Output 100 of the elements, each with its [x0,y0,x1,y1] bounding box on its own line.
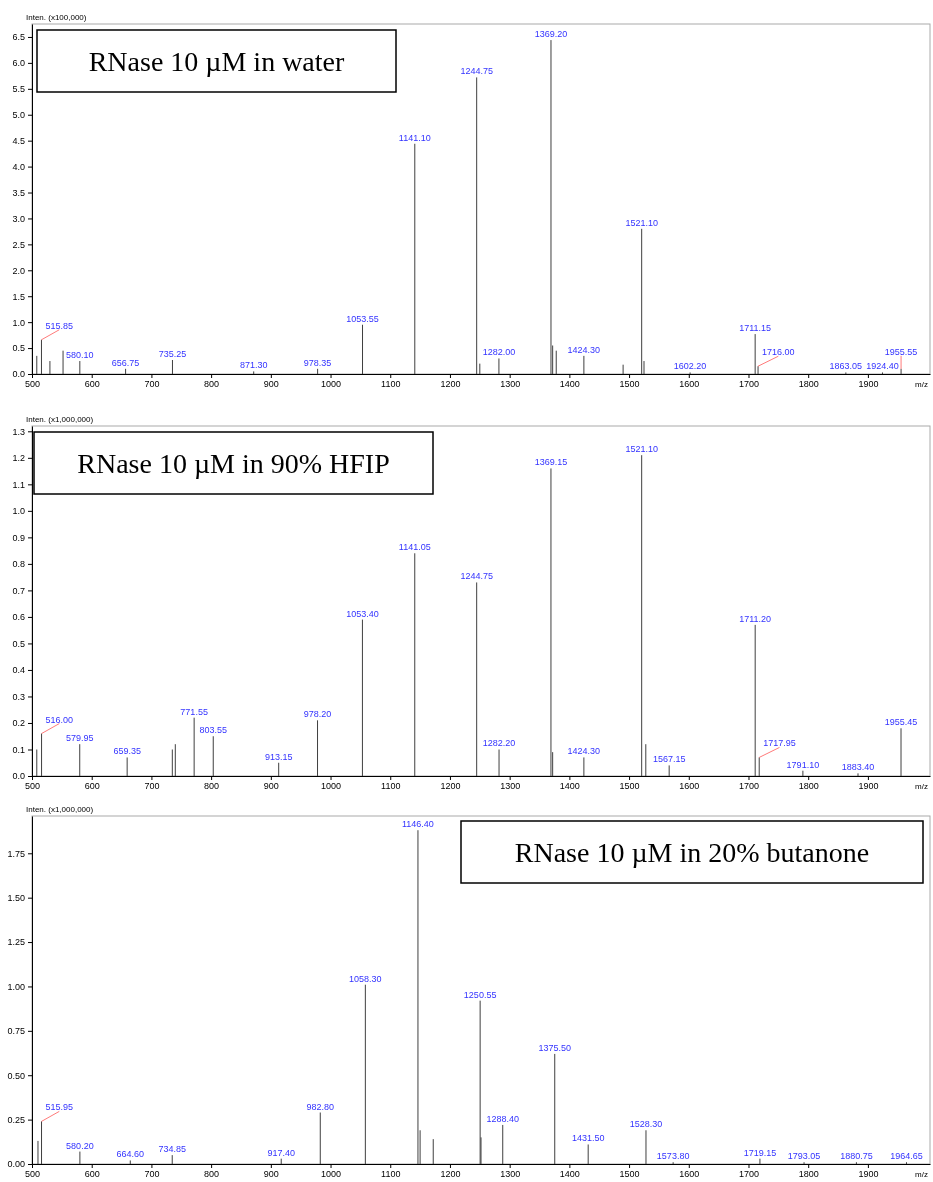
annotation: 1602.20 [673,361,707,372]
y-tick-label: 0.2 [12,718,25,729]
y-tick-label: 6.5 [12,32,25,43]
x-tick-label: 600 [84,379,100,390]
x-tick-label: 900 [263,1169,279,1180]
annotation: 580.20 [66,1140,94,1151]
y-tick-label: 1.0 [12,506,25,517]
annotation: 1521.10 [625,217,658,228]
y-tick-label: 4.0 [12,161,25,172]
annotation: 1791.10 [786,759,820,770]
annotation: 1924.40 [866,361,899,372]
annotation: 1288.40 [486,1113,520,1124]
annotation: 1058.30 [349,973,382,984]
x-tick-label: 1800 [798,781,819,792]
x-tick-label: 1600 [679,781,700,792]
y-axis-title: Inten. (x1,000,000) [26,805,94,814]
text: RNase 10 µM in water [88,46,345,77]
y-tick-label: 0.00 [7,1159,25,1170]
x-axis-title: m/z [915,782,928,791]
y-tick-label: 0.6 [12,612,25,623]
x-tick-label: 1500 [619,379,640,390]
y-tick-label: 1.50 [7,893,25,904]
x-tick-label: 1900 [858,379,879,390]
x-tick-label: 1200 [440,781,461,792]
annotation: 982.80 [306,1101,335,1112]
y-tick-label: 5.0 [12,110,25,121]
x-tick-label: 1400 [559,781,580,792]
annotation: 1141.10 [398,132,431,143]
annotation: 1528.30 [629,1119,663,1130]
y-tick-label: 0.7 [12,585,25,596]
x-tick-label: 1000 [321,781,342,792]
annotation: 1567.15 [652,754,686,765]
annotation: 1250.55 [463,989,497,1000]
x-tick-label: 1100 [381,379,401,390]
x-tick-label: 500 [24,379,41,390]
x-tick-label: 1400 [559,379,580,390]
annotation: 580.10 [66,350,94,361]
x-tick-label: 1700 [738,379,760,390]
annotation: 1880.75 [840,1151,873,1162]
annotation: 656.75 [111,357,140,368]
annotation: 659.35 [113,746,141,757]
annotation: 917.40 [267,1147,295,1158]
annotation: 516.00 [45,714,74,725]
x-tick-label: 1500 [619,1169,640,1180]
x-tick-label: 1700 [738,1169,760,1180]
annotation: 1573.80 [656,1151,690,1162]
annotation: 978.35 [303,357,332,368]
annotation: 515.95 [45,1102,74,1113]
y-tick-label: 3.0 [12,213,25,224]
x-axis-title: m/z [915,380,928,389]
x-tick-label: 1000 [321,1169,342,1180]
annotation: 1964.65 [890,1151,923,1162]
x-tick-label: 700 [144,781,160,792]
x-tick-label: 1800 [798,379,819,390]
annotation: 734.85 [158,1144,186,1155]
annotation: 803.55 [199,725,228,736]
y-tick-label: 1.2 [12,453,25,464]
y-tick-label: 1.0 [12,317,25,328]
annotation: 1717.95 [763,738,796,749]
x-tick-label: 1100 [381,781,401,792]
annotation: 1141.05 [398,542,431,553]
y-tick-label: 2.0 [12,265,25,276]
x-tick-label: 900 [263,379,279,390]
annotation: 1719.15 [743,1147,777,1158]
x-tick-label: 1600 [679,1169,700,1180]
annotation: 1955.55 [884,346,918,357]
annotation: 664.60 [116,1149,145,1160]
annotation: 579.95 [65,733,94,744]
annotation: 978.20 [303,709,332,720]
y-tick-label: 3.5 [12,187,25,198]
annotation: 1369.20 [534,29,568,40]
annotation: 1863.05 [829,361,863,372]
annotation: 515.85 [45,320,73,331]
y-tick-label: 1.75 [7,848,25,859]
x-tick-label: 1500 [619,781,640,792]
y-tick-label: 0.9 [12,532,25,543]
x-tick-label: 1200 [440,1169,461,1180]
annotation: 1521.10 [625,444,658,455]
x-tick-label: 1200 [440,379,461,390]
x-tick-label: 1400 [559,1169,580,1180]
y-tick-label: 0.50 [7,1070,25,1081]
y-tick-label: 6.0 [12,58,25,69]
y-tick-label: 0.0 [12,369,25,380]
y-tick-label: 0.8 [12,559,25,570]
x-tick-label: 1300 [500,1169,521,1180]
y-tick-label: 1.5 [12,291,25,302]
x-tick-label: 600 [84,781,100,792]
annotation: 871.30 [239,360,268,371]
y-tick-label: 1.25 [7,937,25,948]
x-tick-label: 700 [144,1169,160,1180]
annotation: 1053.55 [346,313,379,324]
y-tick-label: 0.4 [12,665,25,676]
annotation: 1375.50 [538,1042,572,1053]
annotation: 1244.75 [460,66,493,77]
x-tick-label: 1900 [858,1169,879,1180]
x-tick-label: 1100 [381,1169,401,1180]
x-tick-label: 1600 [679,379,700,390]
y-axis-title: Inten. (x100,000) [26,13,87,22]
x-tick-label: 800 [204,379,220,390]
text: RNase 10 µM in 90% HFIP [77,448,390,479]
